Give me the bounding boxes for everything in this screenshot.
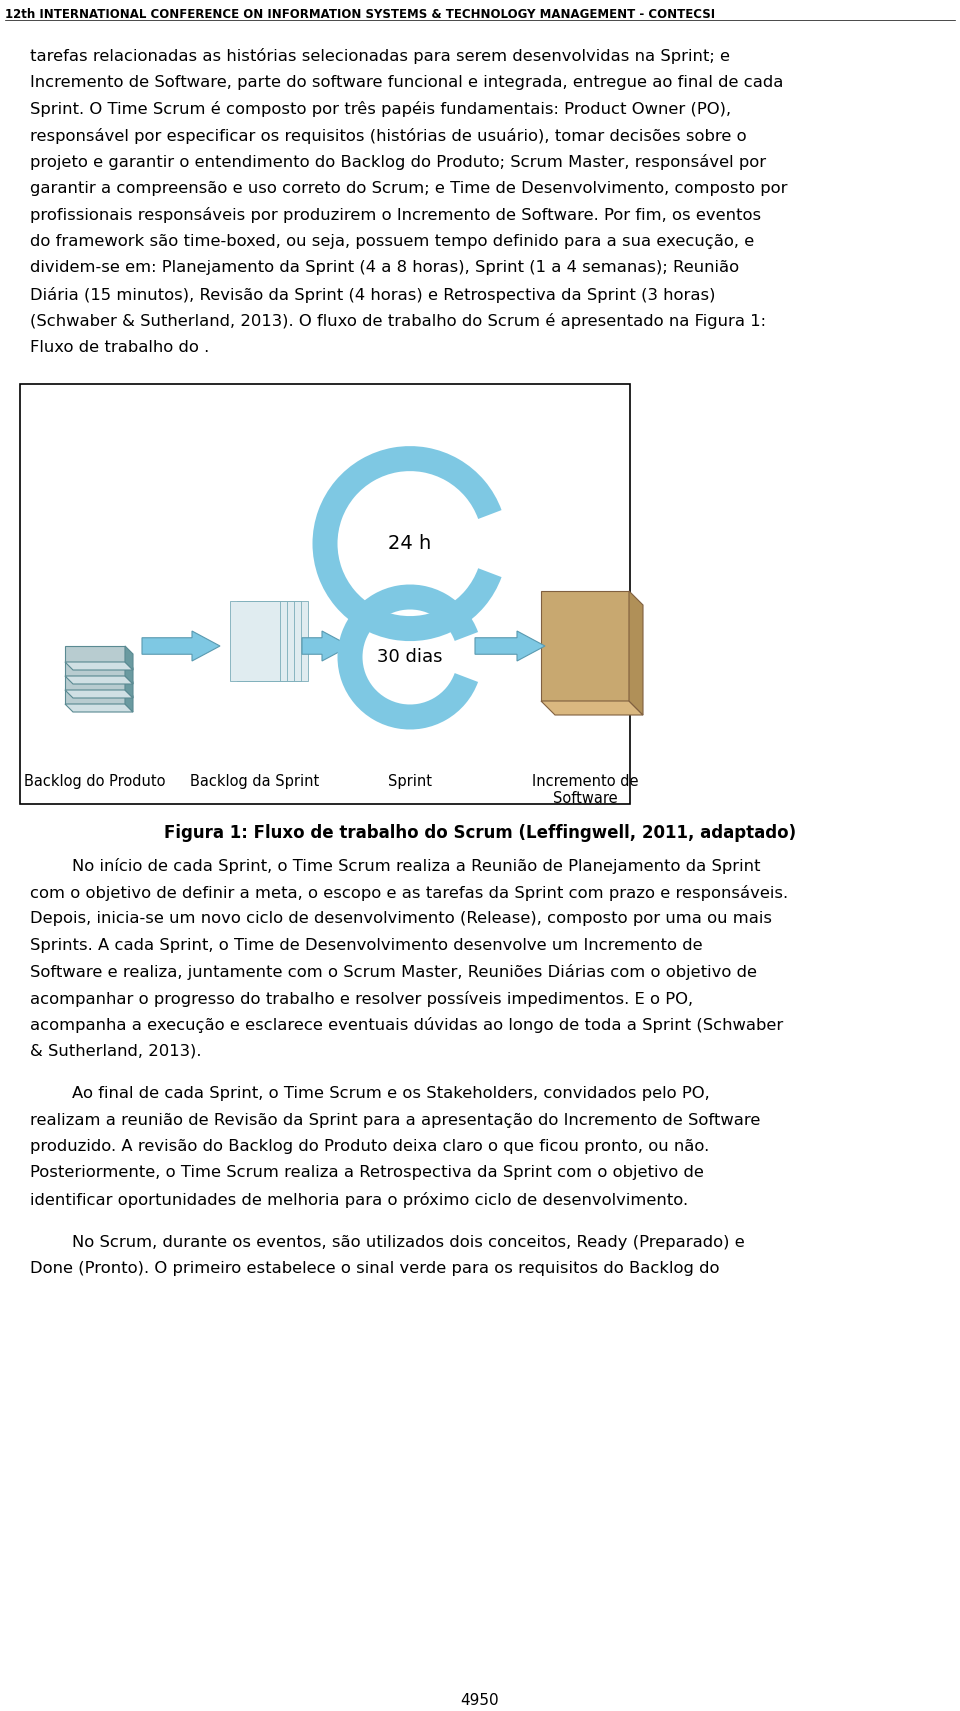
Text: 30 dias: 30 dias <box>377 648 443 666</box>
Text: acompanhar o progresso do trabalho e resolver possíveis impedimentos. E o PO,: acompanhar o progresso do trabalho e res… <box>30 991 693 1006</box>
Text: Figura 1: Fluxo de trabalho do Scrum (Leffingwell, 2011, adaptado): Figura 1: Fluxo de trabalho do Scrum (Le… <box>164 825 796 842</box>
Text: 24 h: 24 h <box>389 534 432 553</box>
Bar <box>230 601 280 681</box>
Bar <box>65 674 125 690</box>
Text: Incremento de Software, parte do software funcional e integrada, entregue ao fin: Incremento de Software, parte do softwar… <box>30 75 783 89</box>
Text: Ao final de cada Sprint, o Time Scrum e os Stakeholders, convidados pelo PO,: Ao final de cada Sprint, o Time Scrum e … <box>30 1086 709 1100</box>
Polygon shape <box>65 703 133 712</box>
Text: Diária (15 minutos), Revisão da Sprint (4 horas) e Retrospectiva da Sprint (3 ho: Diária (15 minutos), Revisão da Sprint (… <box>30 286 715 303</box>
Text: Done (Pronto). O primeiro estabelece o sinal verde para os requisitos do Backlog: Done (Pronto). O primeiro estabelece o s… <box>30 1261 719 1276</box>
Text: Depois, inicia-se um novo ciclo de desenvolvimento (Release), composto por uma o: Depois, inicia-se um novo ciclo de desen… <box>30 910 772 926</box>
Bar <box>20 383 630 804</box>
Polygon shape <box>65 676 133 684</box>
Polygon shape <box>142 631 220 660</box>
Bar <box>244 601 294 681</box>
Bar <box>65 688 125 703</box>
Bar <box>237 601 287 681</box>
Bar <box>258 601 308 681</box>
Text: realizam a reunião de Revisão da Sprint para a apresentação do Incremento de Sof: realizam a reunião de Revisão da Sprint … <box>30 1112 760 1128</box>
Polygon shape <box>125 660 133 684</box>
Polygon shape <box>541 702 643 715</box>
Text: projeto e garantir o entendimento do Backlog do Produto; Scrum Master, responsáv: projeto e garantir o entendimento do Bac… <box>30 154 766 169</box>
Text: responsável por especificar os requisitos (histórias de usuário), tomar decisões: responsável por especificar os requisito… <box>30 128 747 144</box>
Text: tarefas relacionadas as histórias selecionadas para serem desenvolvidas na Sprin: tarefas relacionadas as histórias seleci… <box>30 48 730 63</box>
Text: Sprint: Sprint <box>388 773 432 789</box>
Text: produzido. A revisão do Backlog do Produto deixa claro o que ficou pronto, ou nã: produzido. A revisão do Backlog do Produ… <box>30 1140 709 1153</box>
Polygon shape <box>302 631 350 660</box>
Text: Software e realiza, juntamente com o Scrum Master, Reuniões Diárias com o objeti: Software e realiza, juntamente com o Scr… <box>30 963 757 980</box>
Text: Sprint. O Time Scrum é composto por três papéis fundamentais: Product Owner (PO): Sprint. O Time Scrum é composto por três… <box>30 101 732 116</box>
Text: com o objetivo de definir a meta, o escopo e as tarefas da Sprint com prazo e re: com o objetivo de definir a meta, o esco… <box>30 885 788 900</box>
Text: dividem-se em: Planejamento da Sprint (4 a 8 horas), Sprint (1 a 4 semanas); Reu: dividem-se em: Planejamento da Sprint (4… <box>30 260 739 275</box>
Polygon shape <box>125 674 133 698</box>
Text: Incremento de
Software: Incremento de Software <box>532 773 638 806</box>
Bar <box>65 660 125 676</box>
Bar <box>251 601 301 681</box>
Text: No Scrum, durante os eventos, são utilizados dois conceitos, Ready (Preparado) e: No Scrum, durante os eventos, são utiliz… <box>30 1235 745 1249</box>
Text: Backlog do Produto: Backlog do Produto <box>24 773 166 789</box>
Text: do framework são time-boxed, ou seja, possuem tempo definido para a sua execução: do framework são time-boxed, ou seja, po… <box>30 233 755 248</box>
Bar <box>65 647 125 662</box>
Text: (Schwaber & Sutherland, 2013). O fluxo de trabalho do Scrum é apresentado na Fig: (Schwaber & Sutherland, 2013). O fluxo d… <box>30 313 766 329</box>
Polygon shape <box>65 690 133 698</box>
Text: Posteriormente, o Time Scrum realiza a Retrospectiva da Sprint com o objetivo de: Posteriormente, o Time Scrum realiza a R… <box>30 1165 704 1181</box>
Text: Sprints. A cada Sprint, o Time de Desenvolvimento desenvolve um Incremento de: Sprints. A cada Sprint, o Time de Desenv… <box>30 938 703 953</box>
Text: No início de cada Sprint, o Time Scrum realiza a Reunião de Planejamento da Spri: No início de cada Sprint, o Time Scrum r… <box>30 857 760 874</box>
Polygon shape <box>125 647 133 671</box>
Text: profissionais responsáveis por produzirem o Incremento de Software. Por fim, os : profissionais responsáveis por produzire… <box>30 207 761 222</box>
Text: acompanha a execução e esclarece eventuais dúvidas ao longo de toda a Sprint (Sc: acompanha a execução e esclarece eventua… <box>30 1016 783 1033</box>
Polygon shape <box>629 590 643 715</box>
Polygon shape <box>65 662 133 671</box>
Text: 4950: 4950 <box>461 1692 499 1708</box>
Polygon shape <box>475 631 545 660</box>
Text: Backlog da Sprint: Backlog da Sprint <box>190 773 320 789</box>
Text: identificar oportunidades de melhoria para o próximo ciclo de desenvolvimento.: identificar oportunidades de melhoria pa… <box>30 1193 688 1208</box>
Text: 12th INTERNATIONAL CONFERENCE ON INFORMATION SYSTEMS & TECHNOLOGY MANAGEMENT - C: 12th INTERNATIONAL CONFERENCE ON INFORMA… <box>5 9 715 21</box>
Polygon shape <box>125 688 133 712</box>
Text: & Sutherland, 2013).: & Sutherland, 2013). <box>30 1044 202 1059</box>
Text: garantir a compreensão e uso correto do Scrum; e Time de Desenvolvimento, compos: garantir a compreensão e uso correto do … <box>30 180 787 195</box>
Text: Fluxo de trabalho do .: Fluxo de trabalho do . <box>30 339 209 354</box>
Bar <box>541 590 629 702</box>
